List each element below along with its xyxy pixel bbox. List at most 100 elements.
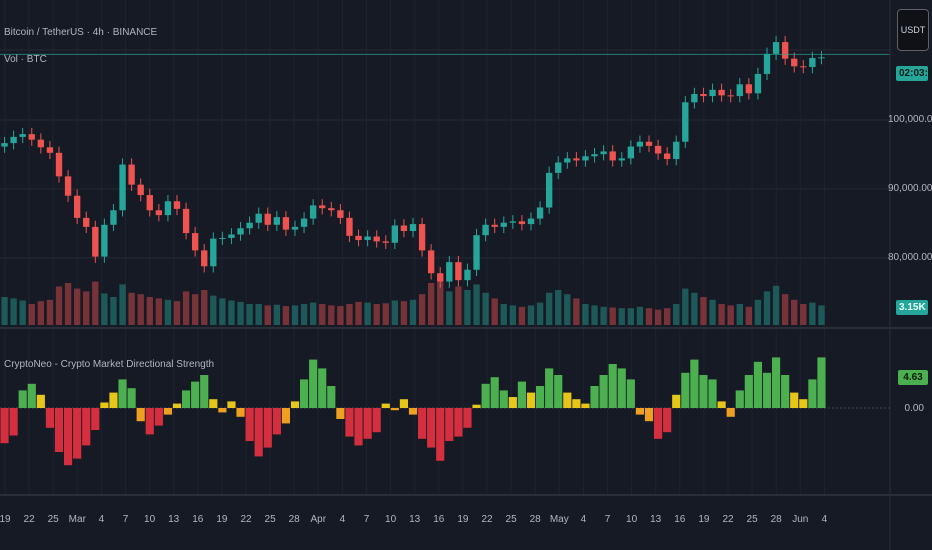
symbol-title[interactable]: Bitcoin / TetherUS · 4h · BINANCE xyxy=(4,27,158,38)
volume-bar xyxy=(763,291,771,325)
strength-bar xyxy=(127,388,136,408)
candle-body xyxy=(319,205,326,209)
candle-body xyxy=(83,217,90,227)
strength-bar xyxy=(118,379,127,408)
volume-bar xyxy=(300,304,308,325)
time-axis-label: 10 xyxy=(144,514,156,525)
candle-body xyxy=(228,234,235,238)
candle-body xyxy=(564,158,571,163)
candle-body xyxy=(491,224,498,227)
candle-body xyxy=(527,218,535,225)
candle-body xyxy=(155,210,163,216)
volume-bar xyxy=(600,306,607,325)
candle-body xyxy=(682,102,689,142)
candle-body xyxy=(809,58,816,68)
strength-bar xyxy=(481,383,490,408)
candle-body xyxy=(55,152,63,177)
candle-body xyxy=(173,201,181,209)
candle-body xyxy=(754,73,762,94)
strength-bar xyxy=(381,403,390,408)
candle-body xyxy=(210,238,217,267)
candle-body xyxy=(255,213,262,223)
volume-bar xyxy=(64,283,72,325)
candle-body xyxy=(291,226,299,230)
time-axis-label: 13 xyxy=(650,514,662,525)
volume-bar xyxy=(736,304,743,325)
strength-bar xyxy=(0,408,9,444)
strength-bar xyxy=(472,404,481,408)
strength-bar xyxy=(136,408,145,422)
strength-bar xyxy=(73,408,82,459)
candle-body xyxy=(663,153,671,160)
candle-body xyxy=(309,205,317,219)
strength-bar xyxy=(299,379,309,408)
strength-bar xyxy=(372,408,381,433)
indicator-title[interactable]: CryptoNeo - Crypto Market Directional St… xyxy=(4,359,215,370)
time-axis-label: 25 xyxy=(505,514,517,525)
volume-pane-label[interactable]: Vol · BTC xyxy=(4,54,47,65)
volume-bar xyxy=(609,307,616,325)
strength-bar xyxy=(109,392,118,408)
volume-bar xyxy=(464,290,471,325)
candle-body xyxy=(10,136,17,144)
time-axis-label: 7 xyxy=(604,514,611,525)
volume-bar xyxy=(19,300,26,325)
candle-body xyxy=(500,222,507,227)
volume-bar xyxy=(273,304,281,325)
candle-body xyxy=(110,210,117,225)
strength-bar xyxy=(517,381,527,408)
candle-body xyxy=(609,151,616,161)
time-axis-label: 28 xyxy=(770,514,782,525)
strength-bar xyxy=(617,368,626,408)
candle-body xyxy=(355,235,362,241)
volume-bar xyxy=(654,309,662,325)
volume-bar xyxy=(555,290,562,325)
strength-bar xyxy=(726,408,735,417)
strength-bar xyxy=(572,399,581,408)
volume-bar xyxy=(128,292,135,325)
strength-bar xyxy=(36,394,45,408)
volume-bar xyxy=(772,285,780,325)
candle-body xyxy=(1,143,8,147)
candle-body xyxy=(591,154,598,157)
candle-body xyxy=(718,89,725,96)
volume-bar xyxy=(246,304,253,325)
strength-bar xyxy=(717,401,726,408)
volume-bar xyxy=(83,291,90,325)
time-axis-label: 4 xyxy=(339,514,346,525)
volume-bar xyxy=(73,288,81,325)
strength-bar xyxy=(417,408,427,439)
strength-bar xyxy=(318,368,327,408)
candle-body xyxy=(418,224,426,251)
strength-value-badge: 4.63 xyxy=(898,370,928,385)
candle-body xyxy=(364,236,371,241)
currency-button[interactable]: USDT xyxy=(897,9,929,51)
strength-bar xyxy=(91,408,100,430)
time-axis-label: 16 xyxy=(674,514,686,525)
strength-bar xyxy=(653,408,663,439)
candle-body xyxy=(119,164,126,211)
time-axis-label: 22 xyxy=(23,514,35,525)
volume-bar xyxy=(55,286,63,325)
strength-bar xyxy=(345,408,354,437)
candle-body xyxy=(509,221,517,223)
candle-body xyxy=(654,145,662,154)
strength-bar xyxy=(290,401,300,408)
candle-body xyxy=(545,172,553,208)
strength-bar xyxy=(808,379,817,408)
strength-bar xyxy=(581,403,590,408)
strength-bar xyxy=(427,408,436,448)
strength-bar xyxy=(154,408,163,426)
candle-body xyxy=(745,84,753,94)
volume-bar xyxy=(800,304,807,325)
volume-bar xyxy=(673,304,680,325)
time-axis-label: 10 xyxy=(385,514,397,525)
candle-body xyxy=(300,218,308,227)
candle-body xyxy=(618,158,625,161)
volume-bar xyxy=(364,302,371,325)
candle-body xyxy=(763,53,771,74)
candle-body xyxy=(164,201,172,216)
volume-bar xyxy=(482,292,489,325)
